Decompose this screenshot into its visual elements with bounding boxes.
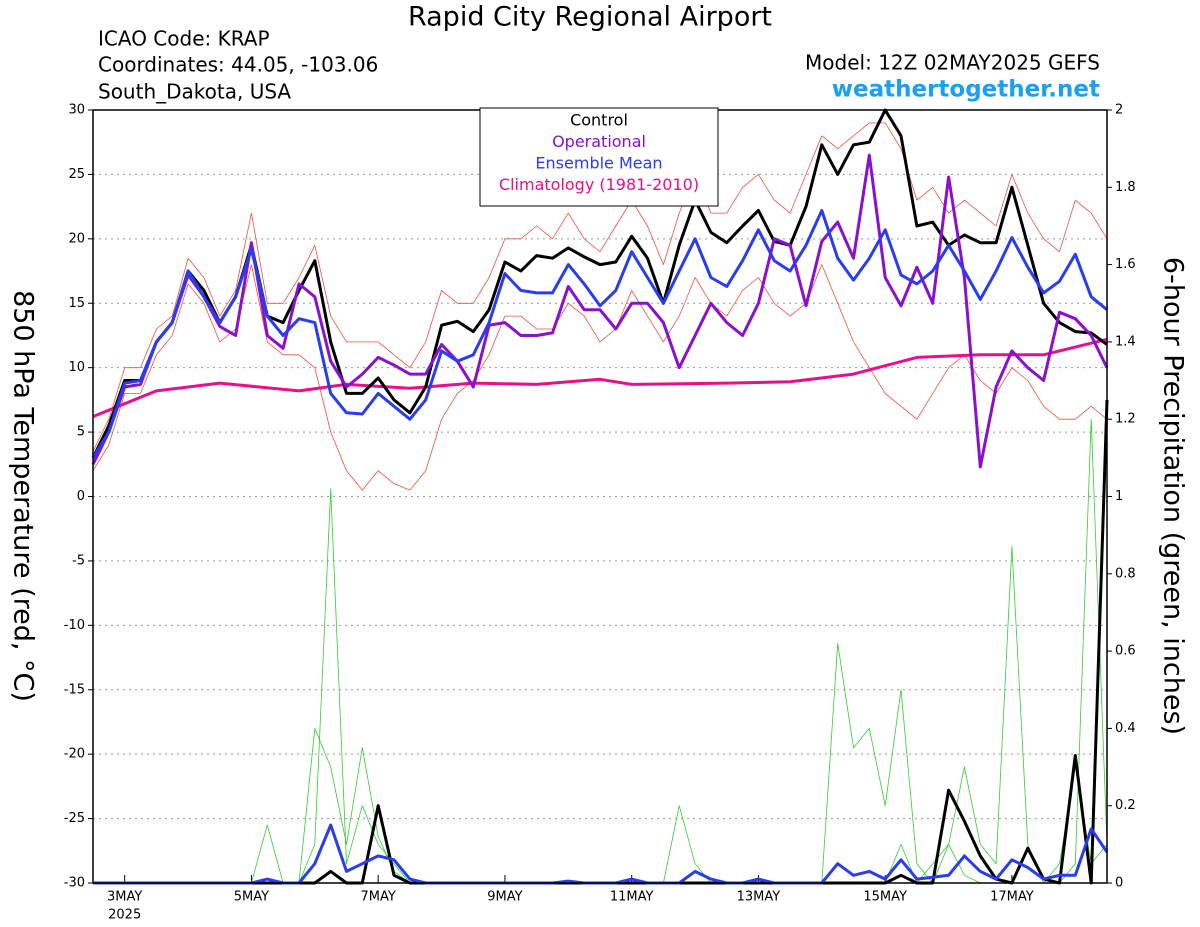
y2-tick-label: 1.6 (1115, 257, 1136, 272)
y2-tick-label: 0.8 (1115, 566, 1136, 581)
member-line (93, 399, 1109, 885)
member-line (92, 264, 1108, 491)
y2-tick-label: 0.2 (1115, 798, 1136, 813)
y-tick-label: 10 (68, 360, 85, 375)
x-tick-label: 5MAY (234, 890, 269, 905)
y2-tick-label: 0 (1115, 876, 1123, 891)
x-tick-label: 13MAY (737, 890, 781, 905)
y2-tick-label: 0.4 (1115, 721, 1136, 736)
y-tick-label: 25 (68, 167, 85, 182)
legend-label: Operational (552, 132, 646, 151)
y-tick-label: 0 (77, 489, 85, 504)
y-tick-label: -15 (64, 682, 85, 697)
y-tick-label: -5 (72, 553, 85, 568)
y-axis-label: 850 hPa Temperature (red, °C) (8, 290, 39, 702)
y-tick-label: 20 (68, 231, 85, 246)
series-line (91, 209, 1108, 459)
legend-label: Control (570, 111, 628, 130)
y-tick-label: 5 (77, 425, 85, 440)
y-tick-label: 30 (68, 103, 85, 118)
member-line (92, 122, 1108, 452)
y-tick-label: -30 (64, 876, 85, 891)
y2-tick-label: 2 (1115, 103, 1123, 118)
y2-tick-label: 0.6 (1115, 644, 1136, 659)
y-tick-label: -20 (64, 747, 85, 762)
x-tick-label: 17MAY (990, 890, 1034, 905)
chart-title: Rapid City Regional Airport (408, 2, 772, 33)
y2-axis-label: 6-hour Precipitation (green, inches) (1158, 257, 1189, 735)
x-year-label: 2025 (108, 908, 141, 923)
x-tick-label: 3MAY (107, 890, 142, 905)
member-line (93, 546, 1108, 884)
member-line (93, 488, 1107, 884)
x-tick-label: 7MAY (361, 890, 396, 905)
legend-label: Ensemble Mean (535, 154, 662, 173)
y2-tick-label: 1.8 (1115, 180, 1136, 195)
legend-box (479, 107, 719, 207)
x-tick-label: 15MAY (863, 890, 907, 905)
info-line: South_Dakota, USA (98, 80, 291, 104)
site-label: weathertogether.net (832, 77, 1100, 103)
series-line (92, 337, 1108, 418)
y2-tick-label: 1.2 (1115, 412, 1136, 427)
info-line: Coordinates: 44.05, -103.06 (98, 53, 378, 77)
info-line: ICAO Code: KRAP (98, 27, 270, 51)
model-label: Model: 12Z 02MAY2025 GEFS (805, 51, 1100, 75)
member-line (93, 823, 1109, 885)
y-tick-label: -10 (64, 618, 85, 633)
y-tick-label: -25 (64, 811, 85, 826)
y2-tick-label: 1.4 (1115, 334, 1136, 349)
legend-label: Climatology (1981-2010) (499, 175, 699, 194)
x-tick-label: 9MAY (487, 890, 522, 905)
y2-tick-label: 1 (1115, 489, 1123, 504)
x-tick-label: 11MAY (610, 890, 654, 905)
y-tick-label: 15 (68, 296, 85, 311)
